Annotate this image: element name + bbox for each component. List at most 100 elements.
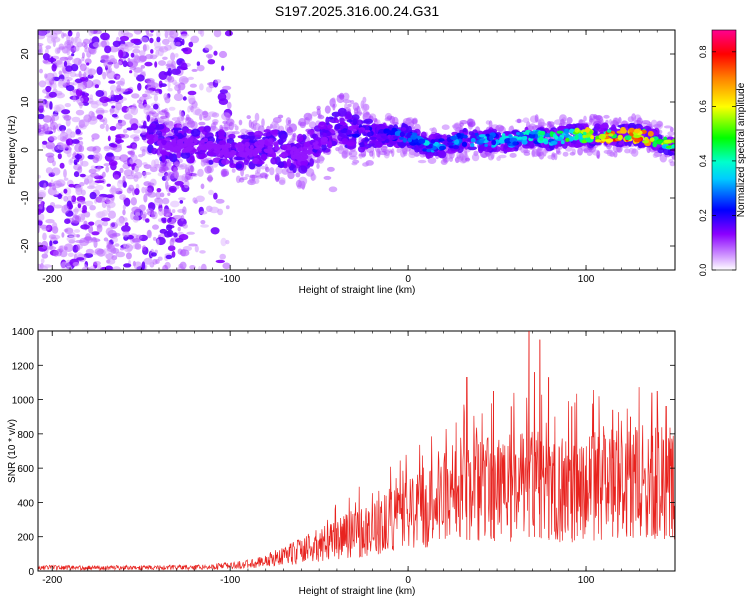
noise-blob <box>38 213 45 222</box>
ridge-blob <box>516 132 520 136</box>
noise-blob <box>85 248 94 255</box>
ridge-blob <box>384 139 390 143</box>
body-blob <box>506 147 516 152</box>
halo-blob <box>185 116 192 122</box>
ridge-blob <box>249 145 254 150</box>
body-blob <box>432 151 439 157</box>
noise-blob <box>70 131 76 138</box>
noise-blob <box>214 79 222 84</box>
noise-blob <box>146 114 151 122</box>
noise-blob <box>133 71 138 78</box>
noise-blob <box>198 266 202 270</box>
noise-blob <box>55 248 62 257</box>
ridge-blob <box>624 135 632 141</box>
noise-blob <box>130 123 139 131</box>
y-tick-label: 10 <box>20 96 31 108</box>
ridge-blob <box>489 134 494 141</box>
noise-blob <box>131 238 141 243</box>
noise-blob <box>171 251 176 258</box>
noise-blob <box>151 211 158 220</box>
noise-blob <box>51 222 58 231</box>
ridge-blob <box>663 139 672 144</box>
noise-blob <box>187 90 197 96</box>
ridge-blob <box>549 131 554 138</box>
halo-blob <box>160 115 168 119</box>
halo-blob <box>197 168 204 177</box>
ridge-blob <box>628 127 635 133</box>
noise-blob <box>77 200 87 205</box>
halo-blob <box>212 121 218 126</box>
body-blob <box>207 148 217 157</box>
noise-blob <box>40 265 48 270</box>
noise-blob <box>108 160 118 167</box>
colorbar-gradient <box>711 29 737 271</box>
noise-blob <box>49 101 53 110</box>
halo-blob <box>509 152 517 158</box>
noise-blob <box>171 209 176 214</box>
noise-blob <box>180 62 188 71</box>
noise-blob <box>122 175 126 183</box>
ridge-blob <box>164 137 171 142</box>
noise-blob <box>219 253 226 260</box>
ridge-blob <box>484 143 488 147</box>
ridge-blob <box>499 140 504 144</box>
noise-blob <box>225 205 230 210</box>
noise-blob <box>67 195 73 202</box>
ridge-blob <box>179 143 188 148</box>
noise-blob <box>142 103 151 110</box>
noise-blob <box>138 50 146 56</box>
ridge-blob <box>454 139 460 145</box>
noise-blob <box>192 197 197 203</box>
noise-blob <box>131 206 140 213</box>
noise-blob <box>69 158 74 164</box>
noise-blob <box>59 162 65 169</box>
noise-blob <box>72 209 80 213</box>
halo-blob <box>348 149 358 158</box>
ridge-blob <box>649 137 655 142</box>
halo-blob <box>277 114 284 119</box>
halo-blob <box>323 175 332 180</box>
noise-blob <box>141 171 152 176</box>
noise-blob <box>66 150 72 158</box>
noise-blob <box>109 84 117 92</box>
y-tick-label: -10 <box>20 190 31 205</box>
halo-blob <box>249 175 255 184</box>
noise-blob <box>84 211 91 218</box>
halo-blob <box>231 168 236 173</box>
noise-blob <box>161 217 167 223</box>
noise-blob <box>150 49 154 54</box>
halo-blob <box>583 115 587 122</box>
noise-blob <box>123 129 128 134</box>
noise-blob <box>115 94 124 101</box>
noise-blob <box>102 101 108 107</box>
snr-y-ticks: 0 200 400 600 800 1000 1200 1400 <box>12 327 675 578</box>
halo-blob <box>327 166 335 172</box>
halo-blob <box>427 157 437 165</box>
noise-blob <box>122 230 130 238</box>
noise-blob <box>61 109 71 115</box>
noise-blob <box>67 231 76 238</box>
halo-blob <box>583 148 588 154</box>
noise-blob <box>108 210 116 219</box>
noise-blob <box>174 217 178 222</box>
halo-blob <box>560 118 565 127</box>
halo-blob <box>264 174 268 180</box>
noise-blob <box>224 30 233 37</box>
halo-blob <box>656 121 663 127</box>
body-blob <box>173 128 179 135</box>
noise-blob <box>199 250 206 254</box>
noise-blob <box>147 182 155 186</box>
ridge-blob <box>385 130 394 135</box>
ridge-blob <box>264 139 269 146</box>
ridge-blob <box>582 134 587 139</box>
halo-blob <box>446 152 453 159</box>
ridge-blob <box>327 124 333 129</box>
noise-blob <box>86 146 97 152</box>
noise-blob <box>144 89 154 94</box>
noise-blob <box>130 197 137 206</box>
body-blob <box>311 133 317 139</box>
noise-blob <box>83 43 88 50</box>
noise-blob <box>105 124 109 132</box>
noise-blob <box>109 111 114 116</box>
noise-blob <box>67 252 74 258</box>
